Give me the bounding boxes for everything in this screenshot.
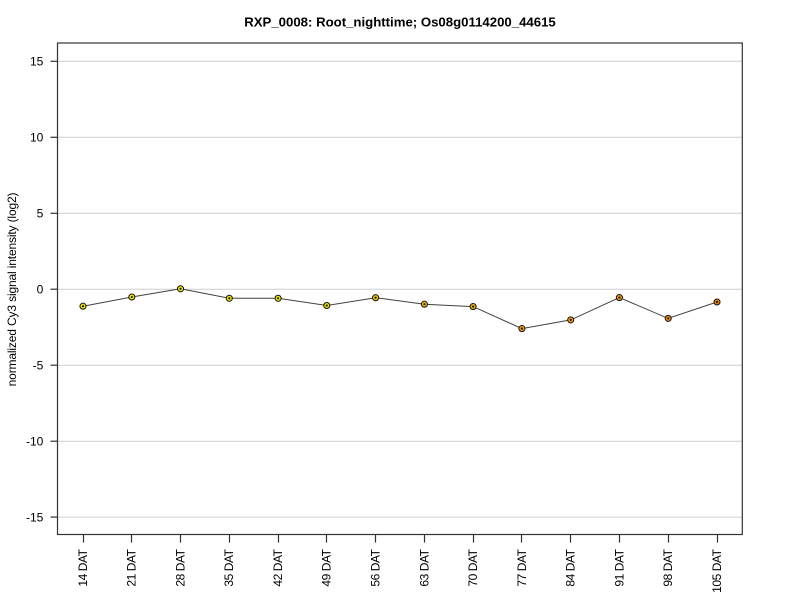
svg-text:84 DAT: 84 DAT — [564, 548, 578, 586]
svg-text:91 DAT: 91 DAT — [612, 548, 626, 586]
svg-text:77 DAT: 77 DAT — [515, 548, 529, 586]
svg-text:10: 10 — [30, 131, 44, 145]
svg-text:105 DAT: 105 DAT — [710, 548, 724, 592]
svg-text:21 DAT: 21 DAT — [125, 548, 139, 586]
svg-text:98 DAT: 98 DAT — [661, 548, 675, 586]
svg-text:normalized Cy3 signal intensit: normalized Cy3 signal intensity (log2) — [5, 192, 19, 386]
svg-text:15: 15 — [30, 55, 44, 69]
svg-text:35 DAT: 35 DAT — [222, 548, 236, 586]
svg-text:14 DAT: 14 DAT — [76, 548, 90, 586]
svg-text:RXP_0008: Root_nighttime; Os08: RXP_0008: Root_nighttime; Os08g0114200_4… — [244, 15, 556, 30]
svg-text:63 DAT: 63 DAT — [417, 548, 431, 586]
svg-text:5: 5 — [37, 207, 44, 221]
svg-text:0: 0 — [37, 282, 44, 296]
svg-text:28 DAT: 28 DAT — [173, 548, 187, 586]
svg-text:42 DAT: 42 DAT — [271, 548, 285, 586]
svg-text:-10: -10 — [26, 434, 44, 448]
svg-text:56 DAT: 56 DAT — [369, 548, 383, 586]
svg-text:-5: -5 — [33, 358, 44, 372]
svg-text:-15: -15 — [26, 510, 44, 524]
svg-text:49 DAT: 49 DAT — [320, 548, 334, 586]
svg-text:70 DAT: 70 DAT — [466, 548, 480, 586]
